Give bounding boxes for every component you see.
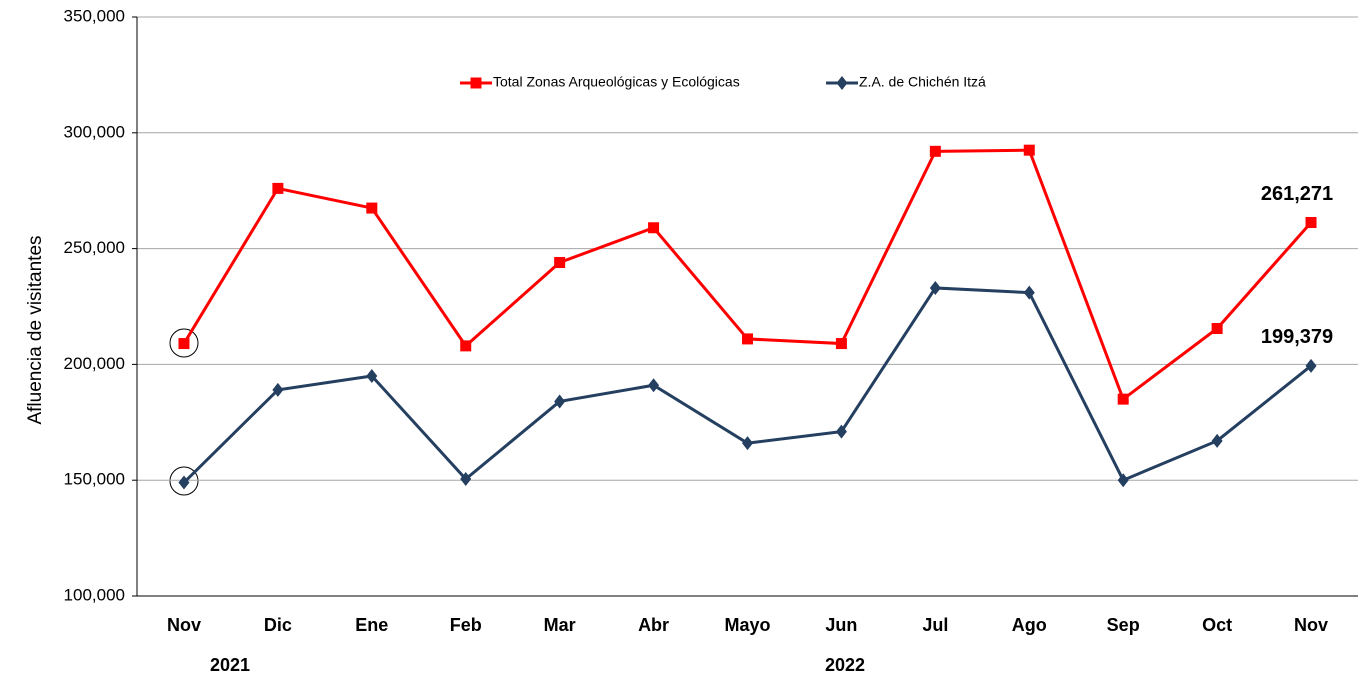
data-label: 199,379 xyxy=(1261,326,1333,348)
y-axis-title: Afluencia de visitantes xyxy=(25,235,46,424)
x-tick-label: Mar xyxy=(544,615,576,635)
marker xyxy=(554,394,566,409)
x-tick-label: Ene xyxy=(355,615,388,635)
marker xyxy=(835,338,847,350)
x-tick-label: Ago xyxy=(1012,615,1047,635)
y-tick-label: 100,000 xyxy=(64,585,125,604)
marker xyxy=(1023,285,1035,300)
y-tick-label: 300,000 xyxy=(64,122,125,141)
marker xyxy=(366,202,378,214)
highlight-circle xyxy=(169,466,199,496)
y-tick-label: 150,000 xyxy=(64,470,125,489)
marker xyxy=(460,340,472,352)
y-tick-label: 350,000 xyxy=(64,6,125,25)
highlight-circle xyxy=(169,328,199,358)
x-tick-label: Nov xyxy=(1294,615,1328,635)
x-tick-label: Dic xyxy=(264,615,292,635)
marker xyxy=(742,333,753,345)
marker xyxy=(1211,433,1223,448)
y-tick-label: 200,000 xyxy=(64,354,125,373)
marker xyxy=(272,182,284,194)
marker xyxy=(1305,358,1317,373)
marker xyxy=(1023,144,1035,156)
marker xyxy=(648,222,660,234)
marker xyxy=(835,424,847,439)
series-line xyxy=(182,148,1313,402)
marker xyxy=(470,77,482,89)
x-tick-label: Oct xyxy=(1202,615,1232,635)
marker xyxy=(1117,393,1129,405)
marker xyxy=(929,145,941,157)
marker xyxy=(1211,323,1223,335)
marker xyxy=(178,338,190,350)
x-tick-label: Jun xyxy=(825,615,857,635)
x-tick-label: Nov xyxy=(167,615,201,635)
x-tick-label: Feb xyxy=(450,615,482,635)
marker xyxy=(929,280,941,295)
marker xyxy=(648,378,660,393)
y-tick-label: 250,000 xyxy=(64,238,125,257)
x-tick-label: Abr xyxy=(638,615,669,635)
marker xyxy=(742,436,753,451)
marker xyxy=(178,475,190,490)
marker xyxy=(1305,216,1317,228)
legend-label: Total Zonas Arqueológicas y Ecológicas xyxy=(493,74,740,90)
marker xyxy=(1117,473,1129,488)
x-tick-label: Sep xyxy=(1107,615,1140,635)
legend-label: Z.A. de Chichén Itzá xyxy=(859,74,986,90)
marker xyxy=(554,256,566,268)
marker xyxy=(460,472,472,487)
year-label: 2022 xyxy=(825,655,865,675)
marker xyxy=(366,368,378,383)
marker xyxy=(272,382,284,397)
x-tick-label: Mayo xyxy=(724,615,770,635)
data-label: 261,271 xyxy=(1261,183,1333,205)
marker xyxy=(836,76,848,90)
year-label: 2021 xyxy=(210,655,250,675)
x-tick-label: Jul xyxy=(922,615,948,635)
